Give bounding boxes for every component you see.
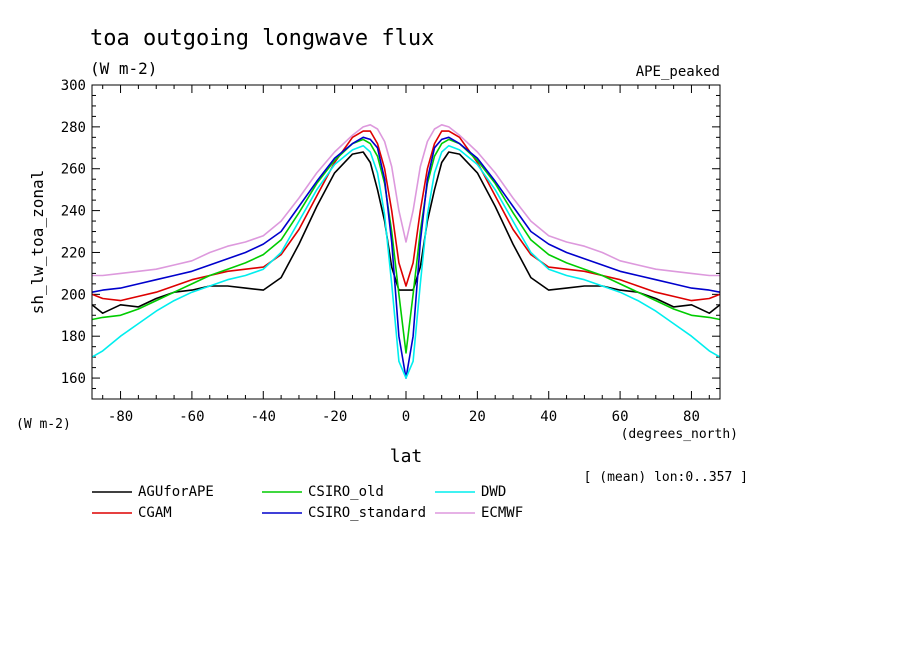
legend-label: ECMWF	[481, 505, 523, 521]
x-tick-label: -80	[108, 409, 133, 425]
y-axis-label: sh_lw_toa_zonal	[28, 170, 47, 315]
x-tick-label: -20	[322, 409, 347, 425]
legend: AGUforAPE CGAM CSIRO_old CSIRO_standard DWD E…	[92, 484, 523, 521]
y-tick-label: 160	[61, 371, 86, 387]
y-tick-label: 200	[61, 287, 86, 303]
y-tick-label: 220	[61, 245, 86, 261]
legend-label: DWD	[481, 484, 506, 500]
legend-label: CSIRO_old	[308, 484, 384, 500]
series-line-aguforape	[91, 151, 721, 315]
series-lines	[91, 124, 721, 379]
y-tick-label: 280	[61, 120, 86, 136]
footnote: [ (mean) lon:0..357 ]	[584, 470, 748, 485]
x-tick-label: -40	[251, 409, 276, 425]
x-tick-label: 80	[683, 409, 700, 425]
axis-ticks: -80 -60 -40 -20 0 20 40 60 80 160 180 200 220 240 260 2…	[61, 78, 720, 425]
y-tick-label: 240	[61, 204, 86, 220]
series-line-csiro-old	[91, 138, 721, 354]
y-tick-label: 300	[61, 78, 86, 94]
plot-frame	[91, 84, 721, 400]
x-axis-label: lat	[390, 446, 423, 467]
legend-label: CGAM	[138, 505, 172, 521]
legend-label: CSIRO_standard	[308, 505, 426, 521]
y-tick-label: 260	[61, 162, 86, 178]
x-tick-label: 60	[612, 409, 629, 425]
x-tick-label: 0	[402, 409, 410, 425]
legend-label: AGUforAPE	[138, 484, 214, 500]
experiment-label: APE_peaked	[636, 64, 720, 80]
y-axis-units: (W m-2)	[16, 417, 71, 432]
x-tick-label: -60	[179, 409, 204, 425]
series-line-cgam	[91, 130, 721, 302]
series-line-dwd	[91, 144, 721, 379]
x-tick-label: 40	[540, 409, 557, 425]
x-axis-units: (degrees_north)	[621, 427, 738, 442]
x-tick-label: 20	[469, 409, 486, 425]
chart-title: toa outgoing longwave flux	[90, 26, 434, 51]
series-line-csiro-standard	[91, 136, 721, 379]
chart-subtitle: (W m-2)	[90, 59, 157, 78]
series-line-ecmwf	[92, 124, 720, 277]
y-tick-label: 180	[61, 329, 86, 345]
